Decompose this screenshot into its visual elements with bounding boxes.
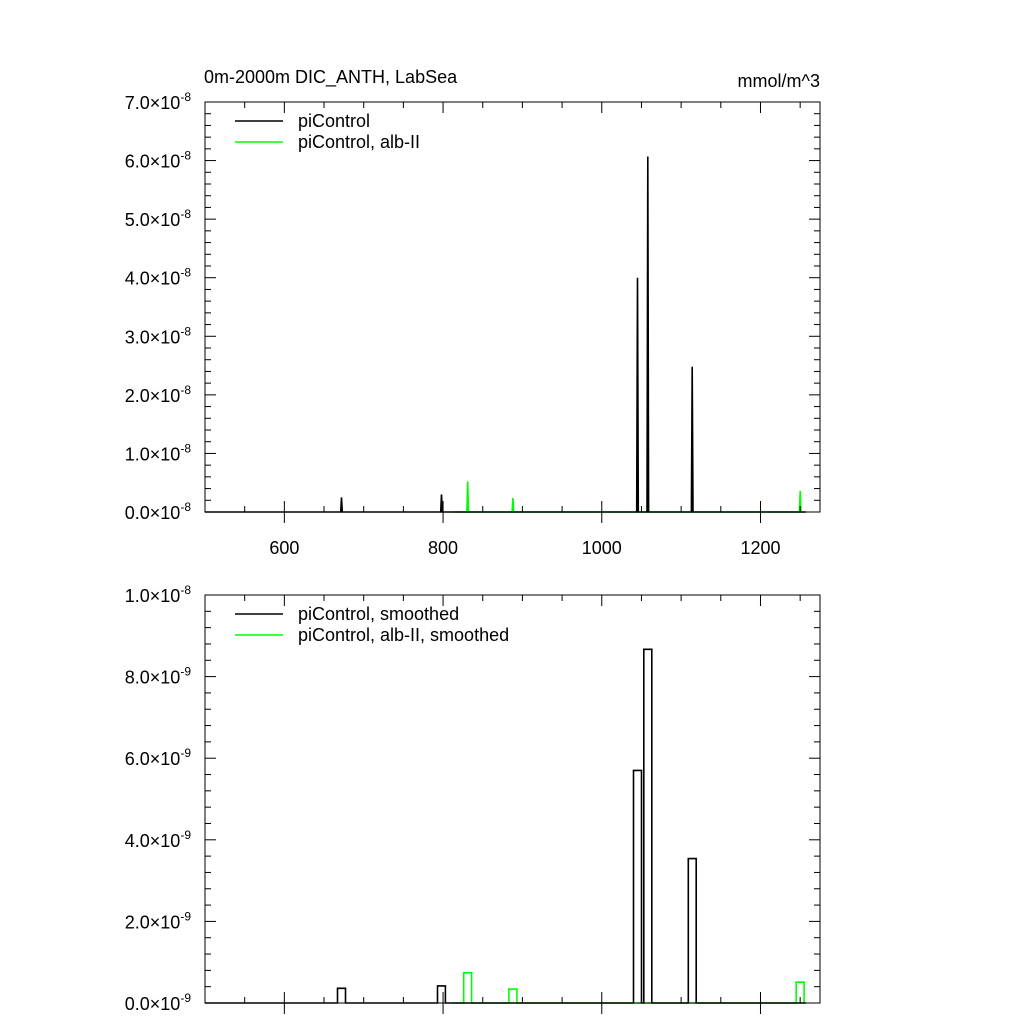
legend-label: piControl xyxy=(298,111,370,131)
series-line-picontrol-alb-ii-smoothed xyxy=(453,971,806,1004)
y-tick-label: 6.0×10-8 xyxy=(125,149,192,172)
y-tick-label: 6.0×10-9 xyxy=(125,746,192,769)
units-label: mmol/m^3 xyxy=(738,71,820,91)
legend-label: piControl, alb-II xyxy=(298,132,420,152)
legend-label: piControl, alb-II, smoothed xyxy=(298,625,509,645)
y-tick-label: 3.0×10-8 xyxy=(125,324,192,347)
y-tick-label: 2.0×10-8 xyxy=(125,383,192,406)
y-tick-label: 2.0×10-9 xyxy=(125,909,192,932)
series-line-picontrol-smoothed xyxy=(205,648,806,1004)
x-tick-label: 1000 xyxy=(582,538,622,558)
top-panel: 0m-2000m DIC_ANTH, LabSea mmol/m^3 600 80… xyxy=(125,67,821,558)
chart-title: 0m-2000m DIC_ANTH, LabSea xyxy=(204,67,458,88)
y-tick-label: 8.0×10-9 xyxy=(125,665,192,688)
x-tick-label: 600 xyxy=(269,538,299,558)
x-tick-label: 800 xyxy=(428,538,458,558)
series-line-picontrol-alb-ii xyxy=(453,481,806,513)
y-tick-label: 4.0×10-8 xyxy=(125,266,192,289)
y-tick-label: 0.0×10-9 xyxy=(125,991,192,1014)
y-tick-label: 1.0×10-8 xyxy=(125,441,192,464)
bottom-panel: 0.0×10-9 2.0×10-9 4.0×10-9 6.0×10-9 8.0×10-9… xyxy=(125,583,821,1014)
y-tick-label: 1.0×10-8 xyxy=(125,583,192,606)
y-tick-label: 4.0×10-9 xyxy=(125,828,192,851)
plot-frame xyxy=(204,101,821,513)
series-line-picontrol xyxy=(205,156,806,513)
y-tick-label: 5.0×10-8 xyxy=(125,207,192,230)
y-tick-label: 7.0×10-8 xyxy=(125,90,192,113)
y-tick-label: 0.0×10-8 xyxy=(125,500,192,523)
plot-frame xyxy=(204,594,821,1004)
x-tick-label: 1200 xyxy=(740,538,780,558)
legend-label: piControl, smoothed xyxy=(298,604,459,624)
